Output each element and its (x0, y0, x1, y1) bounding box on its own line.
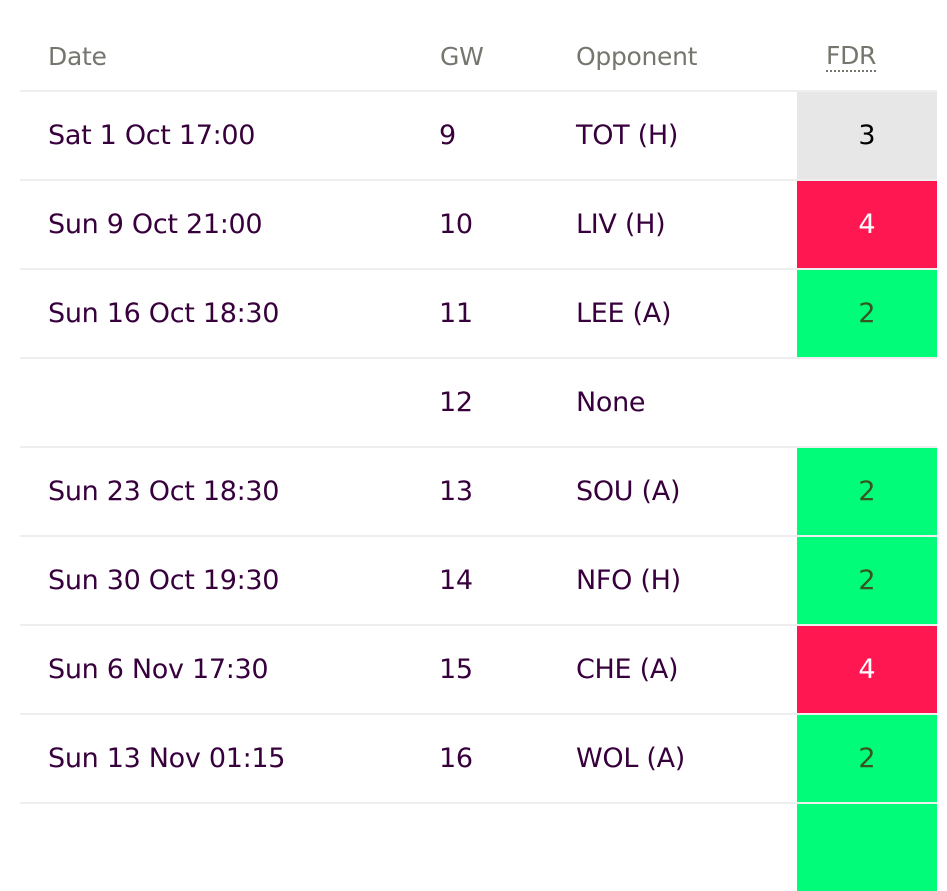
table-row: Sun 16 Oct 18:30 11 LEE (A) 2 (20, 268, 937, 357)
fixture-gameweek: 13 (439, 476, 473, 507)
table-header: Date GW Opponent FDR (20, 0, 937, 90)
fdr-badge: 3 (797, 92, 937, 179)
fixture-date: Sat 1 Oct 17:00 (48, 120, 256, 151)
fdr-badge (797, 804, 937, 891)
fixture-opponent: WOL (A) (576, 743, 686, 774)
fdr-badge: 2 (797, 270, 937, 357)
fixture-gameweek: 14 (439, 565, 473, 596)
fixture-opponent: LIV (H) (576, 209, 666, 240)
fixture-opponent: NFO (H) (576, 565, 681, 596)
fixtures-table: Date GW Opponent FDR Sat 1 Oct 17:00 9 T… (20, 0, 937, 891)
table-row: Sun 23 Oct 18:30 13 SOU (A) 2 (20, 446, 937, 535)
fixture-gameweek: 11 (439, 298, 473, 329)
fixture-gameweek: 15 (439, 654, 473, 685)
fixture-opponent: None (576, 387, 646, 418)
fixture-date: Sun 23 Oct 18:30 (48, 476, 280, 507)
fixture-gameweek: 12 (439, 387, 473, 418)
table-row-partial (20, 802, 937, 891)
fdr-badge: 4 (797, 181, 937, 268)
fdr-badge (797, 359, 937, 446)
header-gameweek: GW (440, 42, 484, 71)
fixture-opponent: LEE (A) (576, 298, 672, 329)
table-row: 12 None (20, 357, 937, 446)
header-opponent: Opponent (576, 42, 698, 71)
fixture-opponent: CHE (A) (576, 654, 679, 685)
fixture-date: Sun 6 Nov 17:30 (48, 654, 269, 685)
fdr-badge: 2 (797, 448, 937, 535)
fixture-date: Sun 13 Nov 01:15 (48, 743, 286, 774)
header-fdr-tooltip[interactable]: FDR (826, 41, 877, 72)
fixture-date: Sun 9 Oct 21:00 (48, 209, 263, 240)
header-date: Date (48, 42, 107, 71)
table-row: Sun 13 Nov 01:15 16 WOL (A) 2 (20, 713, 937, 802)
fixture-gameweek: 9 (439, 120, 456, 151)
fdr-badge: 2 (797, 537, 937, 624)
table-row: Sun 9 Oct 21:00 10 LIV (H) 4 (20, 179, 937, 268)
fixture-date: Sun 30 Oct 19:30 (48, 565, 280, 596)
fixture-date: Sun 16 Oct 18:30 (48, 298, 280, 329)
fixture-gameweek: 16 (439, 743, 473, 774)
fixture-gameweek: 10 (439, 209, 473, 240)
fdr-badge: 2 (797, 715, 937, 802)
fdr-badge: 4 (797, 626, 937, 713)
fixture-opponent: TOT (H) (576, 120, 679, 151)
table-row: Sat 1 Oct 17:00 9 TOT (H) 3 (20, 90, 937, 179)
fixture-opponent: SOU (A) (576, 476, 681, 507)
table-row: Sun 6 Nov 17:30 15 CHE (A) 4 (20, 624, 937, 713)
table-row: Sun 30 Oct 19:30 14 NFO (H) 2 (20, 535, 937, 624)
